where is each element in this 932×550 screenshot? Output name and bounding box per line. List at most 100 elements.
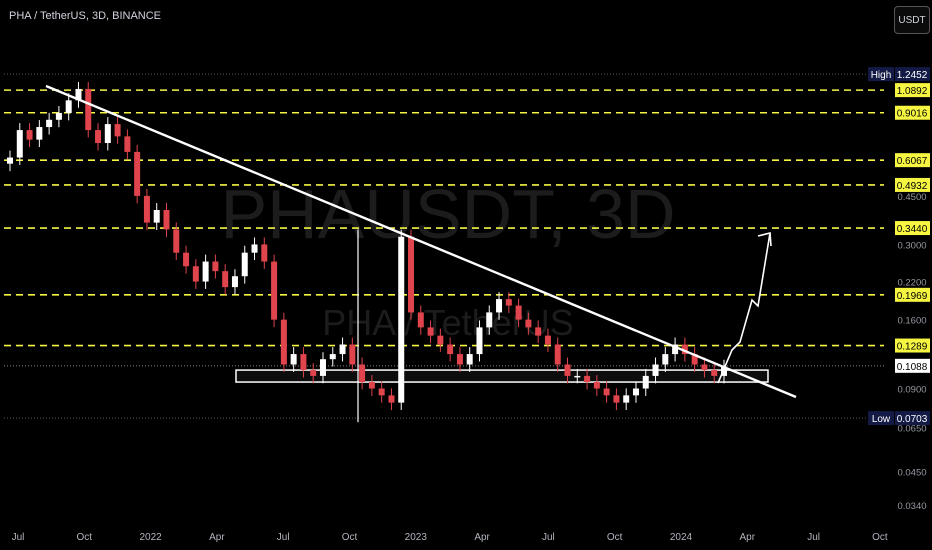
candle-body	[183, 252, 190, 267]
y-tick-label: 0.0450	[897, 467, 926, 478]
watermark-sub: PHA / TetherUS	[322, 302, 573, 343]
x-tick-label: Oct	[872, 532, 888, 543]
level-label-bg	[895, 153, 930, 168]
symbol-header: PHA / TetherUS, 3D, BINANCE	[9, 10, 162, 22]
candle-body	[46, 119, 53, 128]
candle-body	[231, 276, 238, 288]
candle-body	[143, 195, 150, 223]
candle-body	[535, 327, 542, 336]
candle-body	[632, 388, 639, 396]
candle-body	[437, 335, 444, 345]
candle-body	[95, 130, 102, 144]
candle-body	[447, 344, 454, 355]
candle-body	[280, 319, 287, 365]
candle-body	[7, 157, 13, 164]
level-label-bg	[895, 221, 930, 236]
x-tick-label: Jul	[277, 532, 290, 543]
level-label: 0.1969	[897, 291, 928, 302]
y-tick-label: 0.0900	[897, 385, 926, 396]
high-marker-bg	[868, 67, 894, 82]
candle-body	[65, 100, 72, 113]
candle-body	[603, 388, 610, 396]
x-tick-label: Apr	[740, 532, 756, 543]
candle-body	[378, 388, 385, 396]
low-value-bg	[895, 411, 930, 426]
candle-body	[721, 366, 727, 376]
candle-body	[427, 327, 434, 336]
candle-body	[310, 370, 317, 376]
level-label: 1.0892	[897, 86, 928, 97]
candle-body	[486, 312, 493, 328]
x-tick-label: Apr	[209, 532, 225, 543]
candle-body	[593, 382, 600, 389]
x-tick-label: Jul	[807, 532, 820, 543]
candle-body	[359, 364, 366, 383]
low-value: 0.0703	[897, 414, 928, 425]
candle-body	[623, 395, 630, 403]
candle-body	[368, 382, 375, 389]
candle-body	[613, 395, 620, 403]
y-tick-label: 0.4500	[897, 192, 926, 203]
level-label: 0.4932	[897, 181, 928, 192]
descending-trendline	[45, 84, 797, 399]
projection-path	[717, 232, 771, 384]
x-tick-label: Apr	[474, 532, 490, 543]
level-label-bg	[895, 338, 930, 353]
candle-body	[476, 327, 483, 355]
support-zone	[235, 369, 769, 383]
current-price-label: 0.1088	[897, 362, 928, 373]
level-label-bg	[895, 287, 930, 302]
candle-body	[163, 210, 170, 230]
candle-body	[466, 354, 473, 365]
candle-body	[691, 354, 698, 365]
x-tick-label: Oct	[607, 532, 623, 543]
candle-body	[26, 130, 33, 140]
level-label-bg	[895, 83, 930, 98]
y-tick-label: 0.3000	[897, 240, 926, 251]
candle-body	[398, 236, 405, 403]
high-marker-label: High	[871, 70, 892, 81]
projection-arrowhead	[757, 231, 772, 247]
currency-button[interactable]: USDT	[894, 6, 930, 34]
candle-body	[525, 319, 532, 328]
level-label-bg	[895, 105, 930, 120]
candle-body	[124, 136, 131, 152]
candle-body	[329, 354, 336, 360]
candle-body	[349, 344, 356, 365]
candle-body	[711, 370, 718, 376]
candle-body	[672, 344, 679, 355]
candle-body	[222, 271, 229, 288]
candle-body	[652, 364, 659, 376]
candle-body	[564, 364, 571, 376]
level-label: 0.9016	[897, 109, 928, 120]
candle-body	[212, 261, 219, 272]
candle-body	[417, 312, 424, 328]
candle-body	[36, 127, 43, 140]
candle-body	[202, 261, 209, 282]
x-tick-label: Jul	[12, 532, 25, 543]
x-tick-label: 2023	[405, 532, 428, 543]
candle-body	[290, 354, 297, 365]
y-tick-label: 0.0650	[897, 423, 926, 434]
candle-body	[104, 124, 111, 144]
candle-body	[55, 112, 62, 120]
level-label: 0.3440	[897, 224, 928, 235]
candle-body	[271, 261, 278, 320]
candle-body	[681, 344, 688, 355]
low-marker-bg	[868, 411, 894, 426]
watermark-main: PHAUSDT, 3D	[220, 175, 675, 253]
candle-body	[388, 395, 395, 403]
candle-body	[701, 364, 708, 371]
y-tick-label: 0.1600	[897, 316, 926, 327]
candle-body	[544, 335, 551, 345]
x-tick-label: Oct	[342, 532, 358, 543]
x-tick-label: 2022	[139, 532, 162, 543]
candle-body	[642, 375, 649, 389]
candle-body	[261, 244, 268, 262]
candle-body	[554, 344, 561, 365]
y-tick-label: 0.2200	[897, 278, 926, 289]
candle-body	[75, 88, 82, 101]
x-tick-label: Oct	[77, 532, 93, 543]
y-tick-label: 0.0340	[897, 501, 926, 512]
